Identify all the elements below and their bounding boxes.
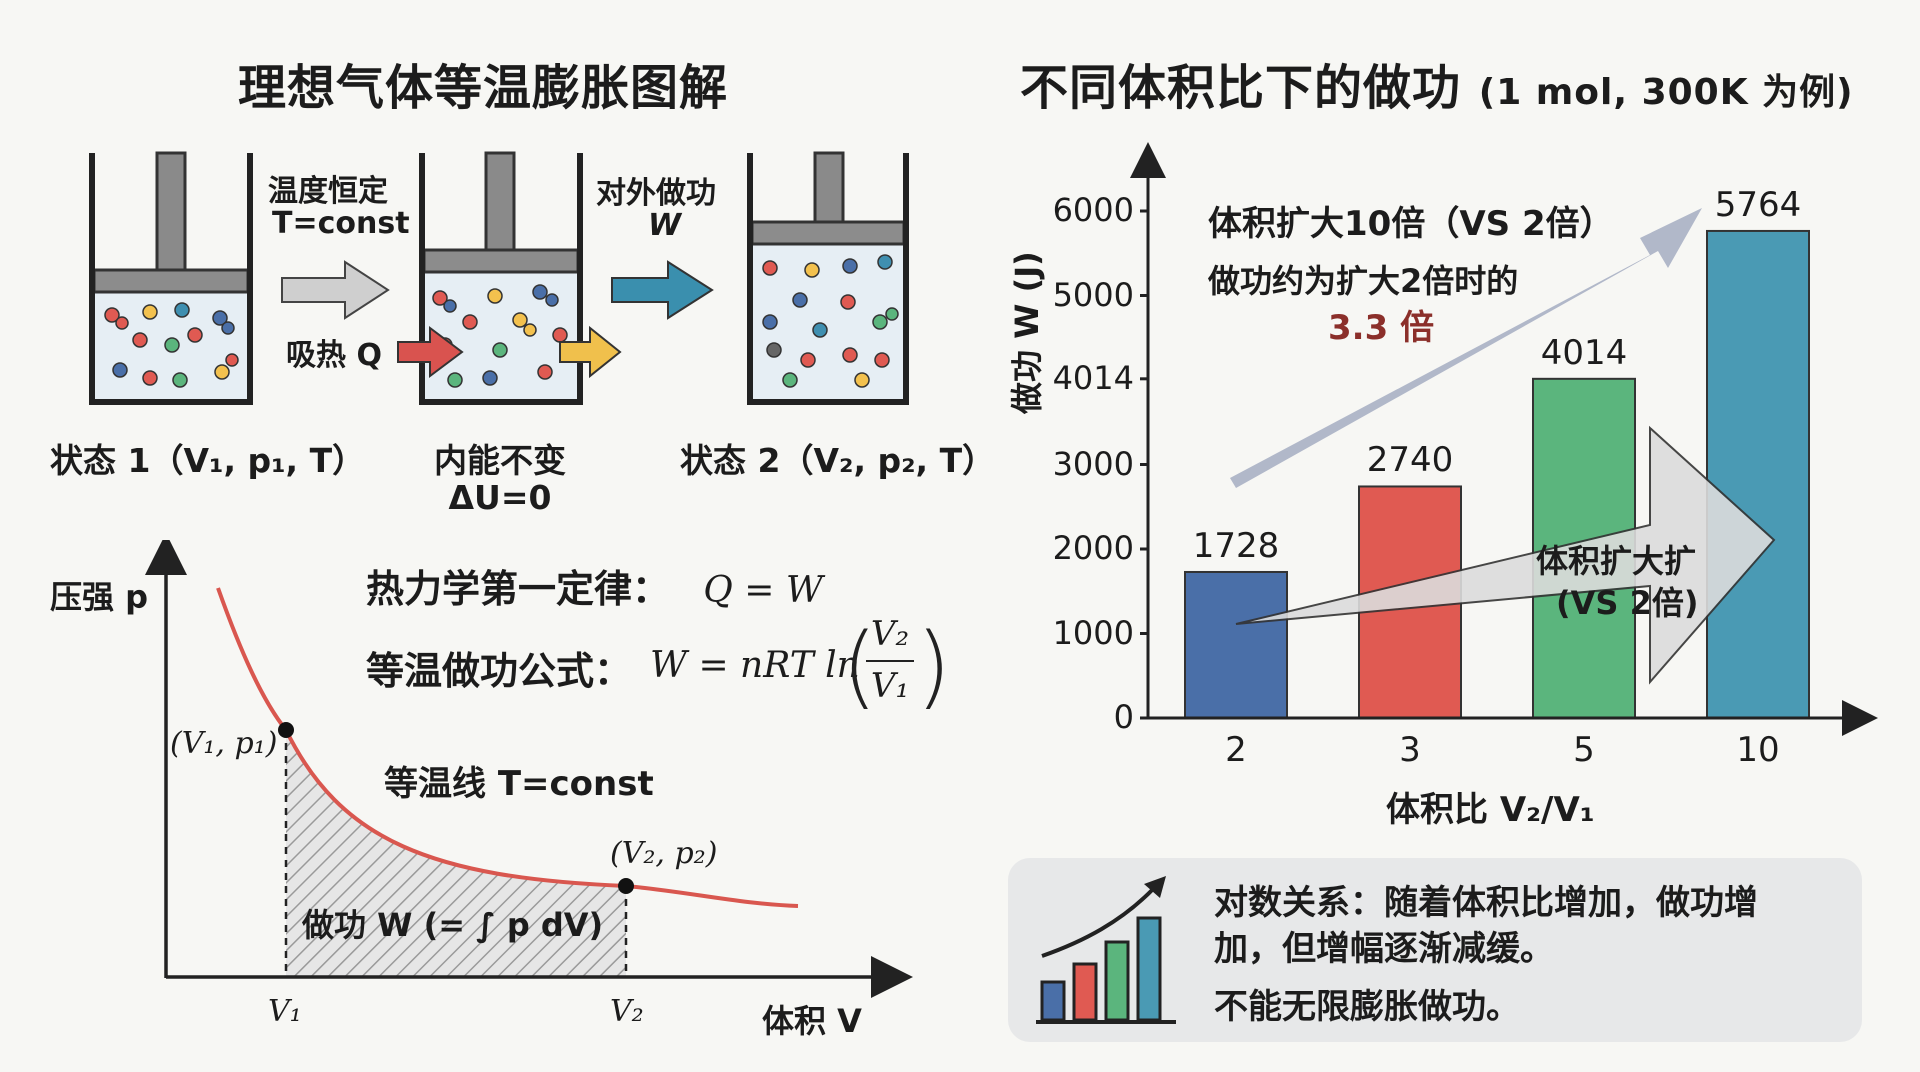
note-line1: 对数关系：随着体积比增加，做功增 [1214,883,1758,923]
state-1-label: 状态 1（V₁, p₁, T） [50,441,366,480]
point-2 [618,878,634,894]
annotation-big-line1: 体积扩大10倍（VS 2倍） [1208,204,1614,244]
fraction-numerator: V₂ [870,614,910,654]
cylinder-1 [89,151,253,405]
work-formula-lhs: W = nRT ln [650,645,860,686]
x-tick-label: 3 [1399,730,1421,770]
y-axis-label: 做功 W (J) [1008,251,1046,414]
gas-molecules [104,254,899,388]
fraction-bar [866,660,914,662]
paren-right: ) [916,614,952,719]
work-out-symbol: W [648,208,682,243]
heat-absorb-label: 吸热 Q [286,338,382,373]
pressure-axis-label: 压强 p [50,578,149,616]
y-tick-label: 5000 [1052,275,1134,314]
temp-const-eq: T=const [272,206,410,241]
point-1 [278,722,294,738]
cylinder-2 [419,151,583,405]
temp-const-arrow [281,260,390,320]
pv-diagram [145,540,913,998]
work-out-arrow [611,260,714,320]
cylinder-3 [747,151,909,405]
bar-2 [1184,570,1288,720]
x-tick-label: 5 [1573,730,1595,770]
temp-const-label: 温度恒定 [268,174,388,209]
first-law-equation: Q = W [703,570,823,611]
paren-left: ( [842,614,878,719]
note-line2: 加，但增幅逐渐减缓。 [1214,929,1554,969]
x-axis-label: 体积比 V₂/V₁ [1386,790,1595,830]
y-tick-label: 6000 [1052,191,1134,229]
work-area [286,730,626,976]
cylinder-diagram [89,151,909,405]
inner-comparison-arrow [1235,425,1776,685]
x-tick-label: 2 [1225,730,1247,770]
work-formula-expression: W = nRT ln [650,642,860,686]
y-tick-label: 1000 [1052,613,1134,652]
right-title-main: 不同体积比下的做功 [1020,60,1462,116]
y-tick-label: 3000 [1052,444,1134,483]
left-title: 理想气体等温膨胀图解 [238,60,729,116]
y-tick-label: 4014 [1052,358,1134,397]
work-out-label: 对外做功 [596,176,716,211]
y-tick-label: 2000 [1052,529,1134,567]
isotherm-label: 等温线 T=const [384,764,654,804]
annotation-inner-line2: (VS 2倍) [1556,584,1699,622]
big-comparison-arrow [1230,208,1702,488]
x-tick-label: 10 [1736,730,1780,770]
work-out-small-arrow [559,325,622,379]
fraction-denominator: V₁ [870,666,910,706]
bar-value-label: 1728 [1192,525,1280,566]
state-2-label: 状态 2（V₂, p₂, T） [680,441,996,480]
isotherm-curve [216,587,799,908]
work-formula-label: 等温做功公式： [366,649,633,693]
bar-value-label: 4014 [1540,332,1628,373]
annotation-big-line2: 做功约为扩大2倍时的 [1208,262,1519,300]
delta-u-label: ΔU=0 [448,478,552,517]
annotation-big-line3: 3.3 倍 [1328,308,1435,348]
volume-axis-label: 体积 V [762,1002,862,1040]
v2-tick-label: V₂ [610,994,644,1029]
heat-in-arrow [397,326,464,378]
internal-energy-label: 内能不变 [434,441,566,480]
right-title: 不同体积比下的做功 (1 mol, 300K 为例) [1020,48,1854,118]
bar-value-label: 2740 [1366,440,1454,481]
right-title-sub: (1 mol, 300K 为例) [1478,72,1854,113]
growth-chart-icon [1036,876,1176,1024]
bar-10 [1706,229,1810,720]
note-line3: 不能无限膨胀做功。 [1214,987,1520,1027]
work-area-label: 做功 W (= ∫ p dV) [302,906,604,944]
first-law-label: 热力学第一定律： [366,567,671,611]
point-2-label: (V₂, p₂) [610,836,718,871]
y-tick-label: 0 [1113,698,1134,736]
bar-value-label: 5764 [1714,184,1802,225]
first-law-line: 热力学第一定律： Q = W [366,558,823,613]
annotation-inner-line1: 体积扩大扩 [1536,542,1697,580]
bar-series [1184,229,1810,720]
v1-tick-label: V₁ [268,994,302,1029]
point-1-label: (V₁, p₁) [170,726,278,761]
bar-chart [1130,142,1878,736]
